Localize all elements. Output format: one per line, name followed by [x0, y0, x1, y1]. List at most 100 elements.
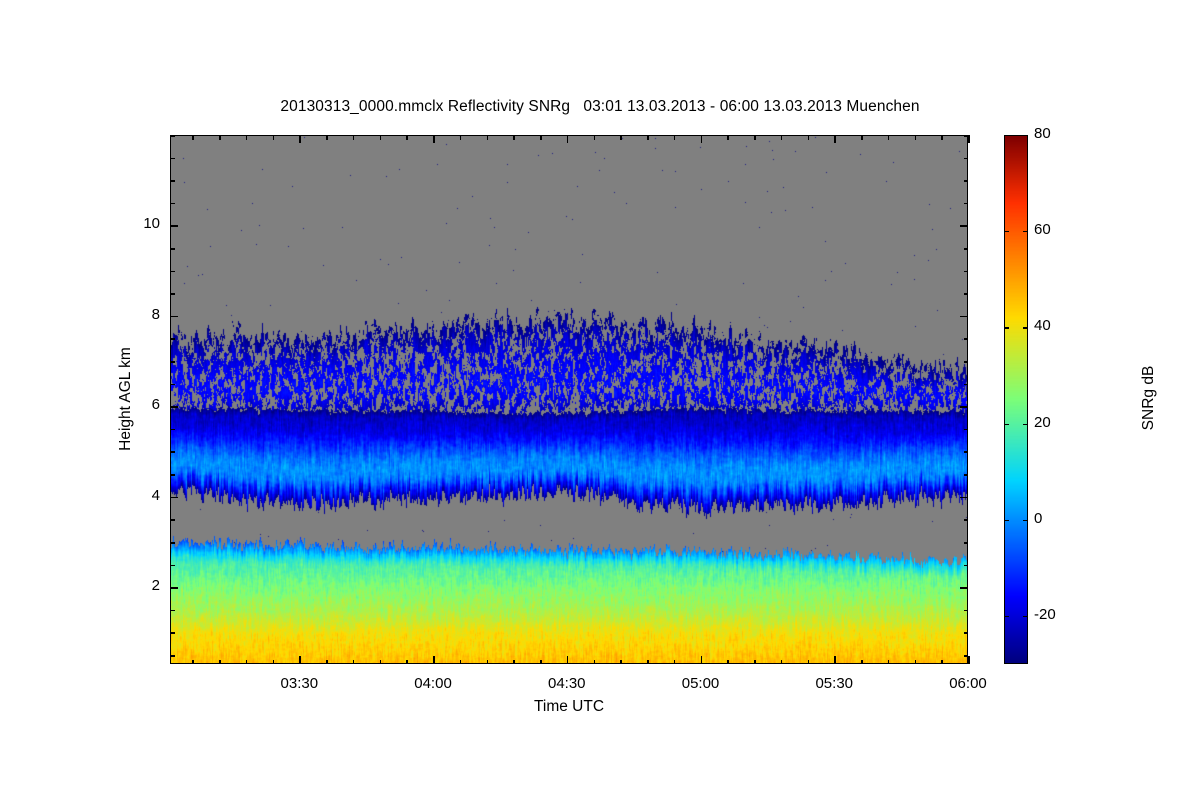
x-minor-tick	[406, 659, 408, 664]
y-minor-tick	[963, 135, 968, 137]
colorbar-gradient	[1005, 136, 1027, 663]
colorbar-tick	[1004, 423, 1009, 425]
colorbar-tick	[1004, 615, 1009, 618]
y-major-tick	[960, 315, 968, 318]
x-axis-label: Time UTC	[533, 698, 605, 715]
y-minor-tick	[170, 519, 175, 521]
y-tick-label: 8	[151, 305, 160, 323]
colorbar-label: SNRg dB	[1140, 365, 1157, 431]
x-major-tick	[299, 656, 301, 664]
y-tick-label: 6	[151, 396, 160, 414]
y-minor-tick	[170, 474, 175, 476]
reflectivity-heatmap-canvas[interactable]	[171, 136, 967, 663]
y-major-tick	[960, 225, 968, 228]
y-minor-tick	[170, 383, 175, 386]
y-major-tick	[170, 225, 178, 228]
x-major-tick	[299, 135, 301, 143]
colorbar-tick	[1023, 615, 1028, 618]
y-minor-tick	[963, 564, 968, 567]
y-minor-tick	[963, 541, 968, 544]
colorbar-tick-label: 40	[1034, 317, 1051, 335]
y-tick-label: 4	[151, 486, 160, 504]
x-minor-tick	[647, 659, 649, 664]
colorbar-tick	[1023, 423, 1028, 425]
x-minor-tick	[754, 135, 756, 140]
y-major-tick	[170, 315, 178, 318]
colorbar[interactable]	[1004, 135, 1028, 664]
y-minor-tick	[963, 361, 968, 363]
x-major-tick	[834, 656, 836, 664]
x-minor-tick	[379, 659, 382, 664]
y-major-tick	[960, 406, 968, 408]
x-minor-tick	[192, 135, 194, 140]
y-minor-tick	[170, 632, 175, 634]
y-major-tick	[960, 587, 968, 589]
y-minor-tick	[170, 270, 175, 273]
x-tick-label: 04:30	[547, 675, 586, 692]
y-major-tick	[170, 587, 178, 589]
x-minor-tick	[272, 659, 275, 664]
x-minor-tick	[861, 135, 863, 140]
y-minor-tick	[170, 202, 175, 205]
x-major-tick	[968, 135, 970, 143]
y-minor-tick	[963, 202, 968, 205]
x-minor-tick	[326, 135, 328, 140]
y-minor-tick	[963, 293, 968, 295]
colorbar-tick-label: 0	[1034, 509, 1043, 527]
x-minor-tick	[914, 659, 917, 664]
x-major-tick	[968, 656, 970, 664]
colorbar-tick	[1004, 327, 1009, 329]
x-minor-tick	[486, 659, 489, 664]
colorbar-tick-label: 60	[1034, 221, 1051, 239]
x-minor-tick	[245, 135, 248, 140]
y-minor-tick	[170, 428, 175, 431]
x-tick-label: 05:30	[815, 675, 854, 692]
y-tick-label: 2	[151, 577, 160, 595]
colorbar-tick-label: 20	[1034, 413, 1051, 431]
y-minor-tick	[170, 609, 175, 612]
x-tick-label: 04:00	[414, 675, 452, 692]
y-major-tick	[170, 406, 178, 408]
x-major-tick	[433, 135, 435, 143]
x-minor-tick	[540, 659, 542, 664]
x-minor-tick	[219, 135, 221, 140]
y-major-tick	[170, 496, 178, 499]
colorbar-tick	[1023, 327, 1028, 329]
y-tick-label: 10	[143, 215, 160, 233]
y-minor-tick	[170, 541, 175, 544]
plot-area[interactable]	[170, 135, 968, 664]
x-minor-tick	[807, 135, 810, 140]
x-minor-tick	[887, 135, 890, 140]
x-tick-label: 03:30	[280, 675, 319, 692]
y-minor-tick	[963, 157, 968, 160]
colorbar-tick	[1023, 519, 1028, 522]
y-minor-tick	[963, 474, 968, 476]
colorbar-tick	[1004, 519, 1009, 522]
x-minor-tick	[352, 135, 355, 140]
y-minor-tick	[170, 451, 175, 454]
x-minor-tick	[486, 135, 489, 140]
colorbar-tick	[1004, 135, 1009, 137]
x-major-tick	[700, 135, 703, 143]
y-minor-tick	[963, 248, 968, 250]
y-major-tick	[960, 496, 968, 499]
y-minor-tick	[963, 451, 968, 454]
x-minor-tick	[780, 659, 783, 664]
x-minor-tick	[379, 135, 382, 140]
y-minor-tick	[170, 361, 175, 363]
x-major-tick	[700, 656, 703, 664]
y-minor-tick	[963, 180, 968, 182]
x-major-tick	[566, 135, 569, 143]
x-minor-tick	[754, 659, 756, 664]
x-minor-tick	[459, 135, 462, 140]
x-minor-tick	[352, 659, 355, 664]
y-minor-tick	[170, 293, 175, 295]
colorbar-tick-label: 80	[1034, 125, 1051, 142]
x-minor-tick	[326, 659, 328, 664]
y-minor-tick	[963, 428, 968, 431]
x-minor-tick	[861, 659, 863, 664]
x-minor-tick	[673, 659, 676, 664]
y-minor-tick	[963, 654, 968, 657]
x-major-tick	[566, 656, 569, 664]
x-minor-tick	[807, 659, 810, 664]
